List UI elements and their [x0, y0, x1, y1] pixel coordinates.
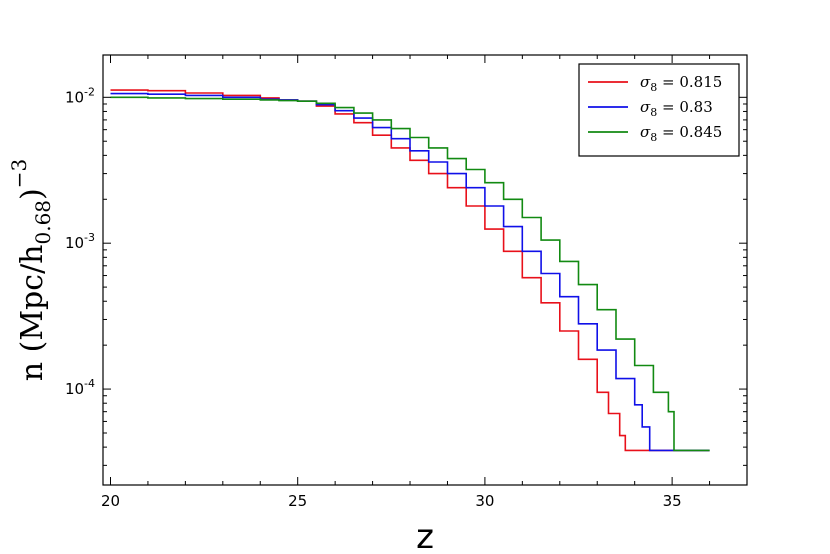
y-axis-label-sub: 0.68 — [31, 200, 55, 245]
y-tick-label: 10-2 — [65, 85, 95, 106]
y-axis-label-exp: −3 — [7, 159, 31, 188]
y-axis-label-main: n (Mpc/h — [15, 245, 50, 382]
x-axis-ticks: 20 25 30 35 — [101, 55, 748, 510]
series-line-1 — [110, 89, 710, 452]
x-axis-label: z — [416, 517, 434, 554]
x-tick-label: 30 — [475, 492, 494, 510]
legend-items: σ8 = 0.815 σ8 = 0.83 σ8 = 0.845 — [588, 73, 722, 144]
series-line-3 — [110, 96, 710, 452]
series-layer — [110, 89, 710, 452]
y-tick-label: 10-3 — [65, 231, 95, 252]
y-axis-ticks: 10-2 10-3 10-4 — [65, 85, 747, 466]
y-axis-label: n (Mpc/h0.68)−3 — [7, 159, 55, 381]
legend-label-3: σ8 = 0.845 — [640, 123, 722, 144]
svg-text:n (Mpc/h0.68)−3: n (Mpc/h0.68)−3 — [7, 159, 55, 381]
legend-label-2: σ8 = 0.83 — [640, 98, 713, 119]
y-tick-label: 10-4 — [65, 377, 95, 398]
legend-label-1: σ8 = 0.815 — [640, 73, 722, 94]
x-tick-label: 35 — [663, 492, 682, 510]
y-axis-label-close: ) — [15, 188, 50, 200]
x-tick-label: 20 — [101, 492, 120, 510]
x-tick-label: 25 — [288, 492, 307, 510]
plot-frame — [102, 54, 748, 486]
legend: σ8 = 0.815 σ8 = 0.83 σ8 = 0.845 — [578, 63, 740, 157]
legend-box — [578, 63, 740, 157]
